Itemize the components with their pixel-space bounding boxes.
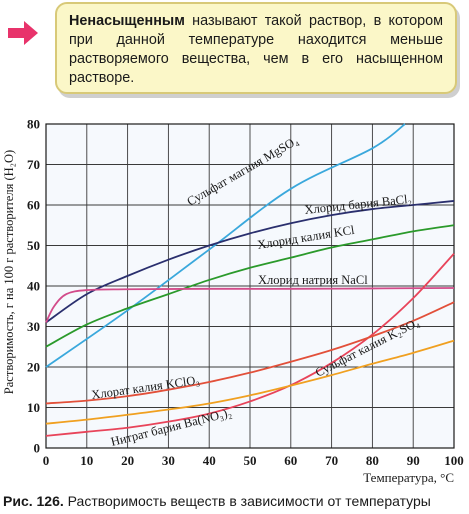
series-line-kclo3 (45, 252, 455, 437)
x-tick-label: 20 (121, 453, 134, 468)
x-tick-label: 80 (366, 453, 379, 468)
y-tick-label: 10 (27, 400, 40, 415)
x-tick-label: 40 (203, 453, 216, 468)
definition-term: Ненасыщенным (69, 13, 185, 29)
x-tick-label: 60 (284, 453, 297, 468)
y-tick-label: 60 (27, 198, 40, 213)
chart-svg: 0 10 20 30 40 50 60 70 80 90 100 0 10 20 30 40 50 60 70 80 Т… (2, 117, 464, 486)
y-tick-label: 20 (27, 360, 40, 375)
series-line-kcl (45, 224, 455, 348)
series-line-nacl (45, 287, 455, 323)
x-tick-label: 10 (80, 453, 93, 468)
pointer-arrow-icon (8, 21, 38, 45)
x-tick-label: 100 (444, 453, 464, 468)
caption-text: Растворимость веществ в зависимости от т… (63, 493, 431, 509)
x-tick-label: 30 (162, 453, 175, 468)
plot-frame (45, 123, 455, 449)
curve-label-nacl: Хлорид натрия NaCl (258, 273, 368, 287)
x-tick-label: 70 (325, 453, 338, 468)
x-tick-label: 0 (43, 453, 50, 468)
caption-label: Рис. 126. (3, 493, 64, 509)
definition-text: называют такой раствор, в котором при да… (69, 13, 443, 86)
y-tick-label: 0 (34, 441, 41, 456)
series-line-bacl2 (45, 200, 455, 324)
x-axis-label: Температура, °C (363, 470, 454, 485)
figure-caption: Рис. 126. Растворимость веществ в зависи… (3, 493, 469, 509)
y-tick-label: 80 (27, 117, 40, 132)
series-line-k2so4 (45, 301, 455, 405)
y-tick-label: 30 (27, 319, 40, 334)
series-line-bano3 (45, 339, 455, 425)
series-line-mgso4 (45, 123, 406, 368)
y-tick-label: 40 (27, 279, 40, 294)
y-axis-label: Растворимость, г на 100 г растворителя (… (2, 150, 16, 394)
x-tick-label: 90 (407, 453, 420, 468)
y-tick-label: 50 (27, 238, 40, 253)
x-tick-label: 50 (244, 453, 257, 468)
y-tick-label: 70 (27, 157, 40, 172)
definition-box: Ненасыщенным называют такой раствор, в к… (55, 2, 457, 94)
solubility-chart: 0 10 20 30 40 50 60 70 80 90 100 0 10 20 30 40 50 60 70 80 Т… (0, 110, 469, 494)
